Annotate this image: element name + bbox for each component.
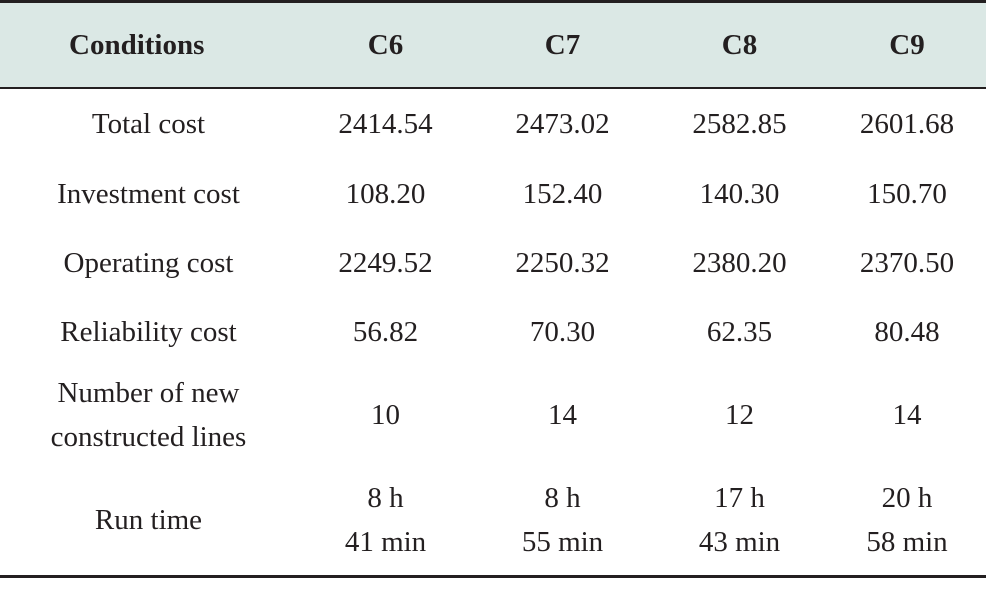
row-label-line: Number of new <box>57 377 240 409</box>
table-cell: 56.82 <box>297 297 474 366</box>
cell-value: 2250.32 <box>515 246 610 279</box>
table-row: Operating cost 2249.52 2250.32 2380.20 2… <box>0 228 986 297</box>
table-cell: 8 h 41 min <box>297 464 474 578</box>
table-cell: 108.20 <box>297 159 474 228</box>
table-cell: 2380.20 <box>651 228 828 297</box>
cell-value: 20 h <box>881 481 933 514</box>
table-cell: 70.30 <box>474 297 651 366</box>
cell-value: 14 <box>892 399 922 431</box>
table-row: Number of new constructed lines 10 14 12… <box>0 366 986 464</box>
row-label: Reliability cost <box>0 297 297 366</box>
table-header: Conditions C6 C7 C8 C9 <box>0 0 986 89</box>
table-cell: 62.35 <box>651 297 828 366</box>
header-c6: C6 <box>297 0 474 89</box>
cell-value: 2380.20 <box>692 246 787 279</box>
cell-value: 10 <box>371 399 400 431</box>
table-cell: 2370.50 <box>828 228 986 297</box>
header-c8: C8 <box>651 0 828 89</box>
table-cell: 140.30 <box>651 159 828 228</box>
header-c7: C7 <box>474 0 651 89</box>
cell-value: 108.20 <box>345 177 426 210</box>
table-cell: 2414.54 <box>297 88 474 159</box>
row-label-line: Run time <box>94 503 203 536</box>
table-cell: 2582.85 <box>651 88 828 159</box>
table-cell: 20 h 58 min <box>828 464 986 578</box>
cell-value: 12 <box>725 399 754 431</box>
table-cell: 14 <box>828 366 986 464</box>
cell-value: 8 h <box>367 481 404 514</box>
cell-value: 43 min <box>698 525 781 558</box>
row-label-line: Total cost <box>91 108 206 140</box>
table-cell: 8 h 55 min <box>474 464 651 578</box>
cell-value: 14 <box>548 399 577 431</box>
table-cell: 12 <box>651 366 828 464</box>
table-row: Reliability cost 56.82 70.30 62.35 80.48 <box>0 297 986 366</box>
cell-value: 17 h <box>714 481 765 514</box>
header-c9: C9 <box>828 0 986 89</box>
row-label: Operating cost <box>0 228 297 297</box>
row-label: Run time <box>0 464 297 578</box>
cell-value: 2370.50 <box>859 246 955 279</box>
table-cell: 17 h 43 min <box>651 464 828 578</box>
row-label-line: Investment cost <box>57 177 240 210</box>
cell-value: 2582.85 <box>692 108 787 140</box>
cell-value: 62.35 <box>706 315 773 348</box>
table-cell: 150.70 <box>828 159 986 228</box>
row-label: Investment cost <box>0 159 297 228</box>
cell-value: 2414.54 <box>338 108 433 140</box>
table-cell: 2601.68 <box>828 88 986 159</box>
table-cell: 10 <box>297 366 474 464</box>
cell-value: 8 h <box>544 481 581 514</box>
table-cell: 152.40 <box>474 159 651 228</box>
header-conditions: Conditions <box>0 0 297 89</box>
cell-value: 70.30 <box>529 315 596 348</box>
table-cell: 2473.02 <box>474 88 651 159</box>
table-cell: 14 <box>474 366 651 464</box>
table-row: Investment cost 108.20 152.40 140.30 150… <box>0 159 986 228</box>
cell-value: 41 min <box>344 525 427 558</box>
cell-value: 56.82 <box>352 315 419 348</box>
table-cell: 2250.32 <box>474 228 651 297</box>
cell-value: 150.70 <box>867 177 947 210</box>
row-label-line: Reliability cost <box>60 315 237 348</box>
cell-value: 2473.02 <box>515 108 610 140</box>
row-label-line: Operating cost <box>63 246 234 279</box>
row-label: Total cost <box>0 88 297 159</box>
cell-value: 2249.52 <box>338 246 433 279</box>
table-body: Total cost 2414.54 2473.02 2582.85 2601.… <box>0 88 986 578</box>
cell-value: 2601.68 <box>859 108 955 140</box>
row-label-line: constructed lines <box>50 421 247 453</box>
row-label: Number of new constructed lines <box>0 366 297 464</box>
cell-value: 140.30 <box>699 177 780 210</box>
cell-value: 80.48 <box>874 315 940 348</box>
cell-value: 58 min <box>866 525 948 558</box>
cell-value: 55 min <box>521 525 604 558</box>
table-row: Run time 8 h 41 min 8 h 55 min 17 h 43 m… <box>0 464 986 578</box>
table-cell: 2249.52 <box>297 228 474 297</box>
cell-value: 152.40 <box>522 177 603 210</box>
header-row: Conditions C6 C7 C8 C9 <box>0 0 986 89</box>
results-table: Conditions C6 C7 C8 C9 Total cost 2414.5… <box>0 0 986 578</box>
table-cell: 80.48 <box>828 297 986 366</box>
table-row: Total cost 2414.54 2473.02 2582.85 2601.… <box>0 88 986 159</box>
